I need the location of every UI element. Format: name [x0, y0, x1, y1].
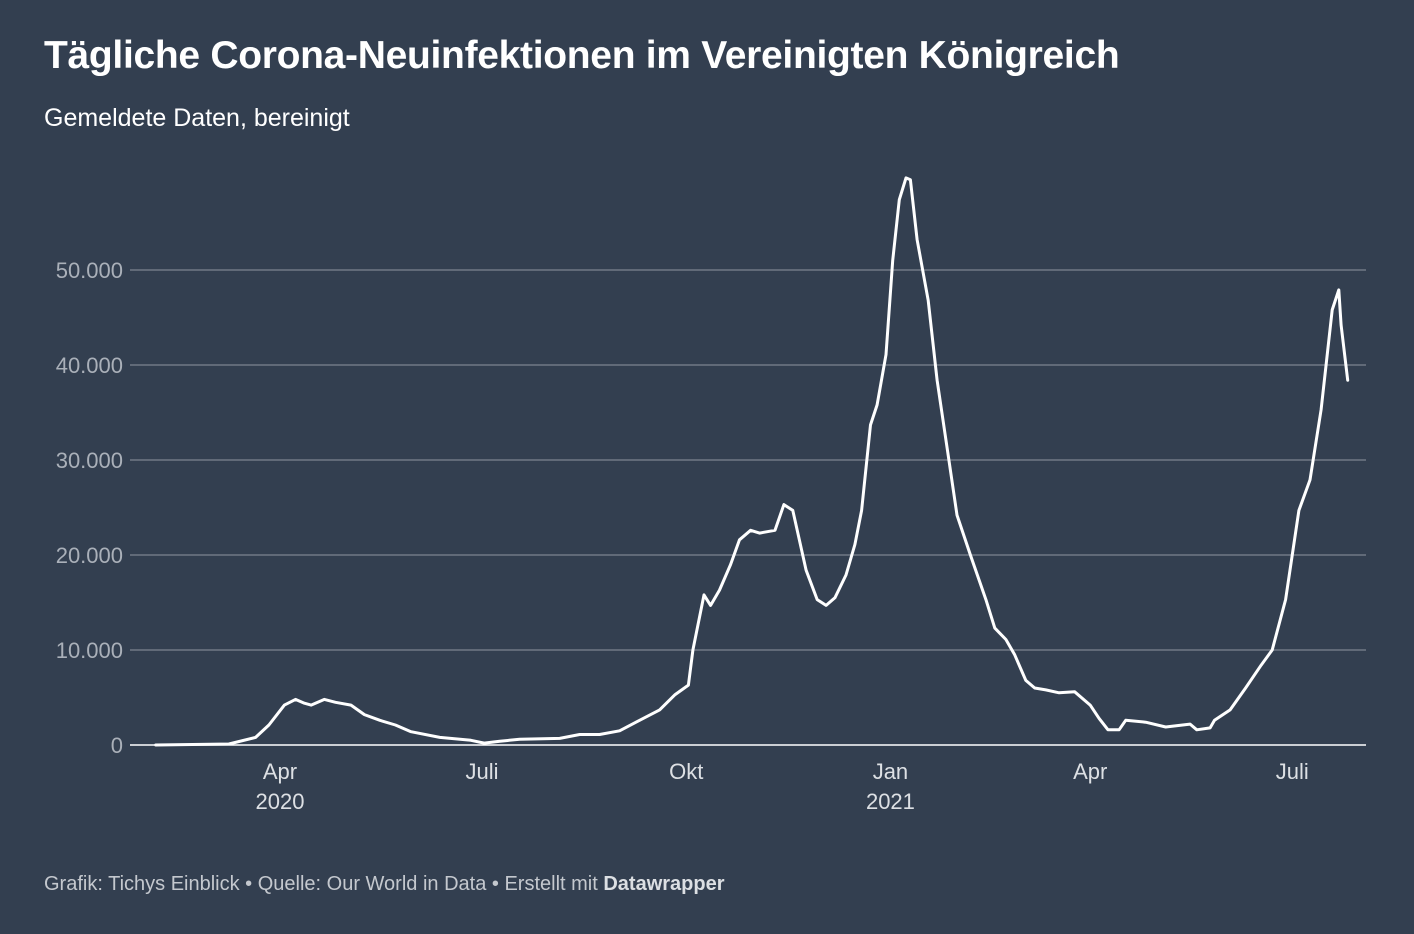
x-tick-label: Okt	[669, 759, 703, 784]
series-line-neuinfektionen	[154, 176, 1350, 747]
x-tick-year-label: 2021	[866, 789, 915, 814]
chart-subtitle: Gemeldete Daten, bereinigt	[44, 104, 350, 132]
y-tick-label: 10.000	[56, 638, 123, 663]
y-tick-label: 50.000	[56, 258, 123, 283]
footer-brand: Datawrapper	[603, 873, 725, 895]
x-tick-label: Juli	[1276, 759, 1309, 784]
x-tick-year-label: 2020	[256, 789, 305, 814]
footer-source: Grafik: Tichys Einblick • Quelle: Our Wo…	[44, 873, 604, 895]
footer-credits: Grafik: Tichys Einblick • Quelle: Our Wo…	[44, 873, 725, 896]
x-tick-label: Jan	[873, 759, 908, 784]
y-tick-label: 20.000	[56, 543, 123, 568]
y-tick-label: 40.000	[56, 353, 123, 378]
x-tick-label: Apr	[1073, 759, 1107, 784]
y-tick-label: 30.000	[56, 448, 123, 473]
x-tick-label: Juli	[465, 759, 498, 784]
x-tick-label: Apr	[263, 759, 297, 784]
chart-title: Tägliche Corona-Neuinfektionen im Verein…	[44, 34, 1120, 77]
y-tick-label: 0	[111, 733, 123, 758]
